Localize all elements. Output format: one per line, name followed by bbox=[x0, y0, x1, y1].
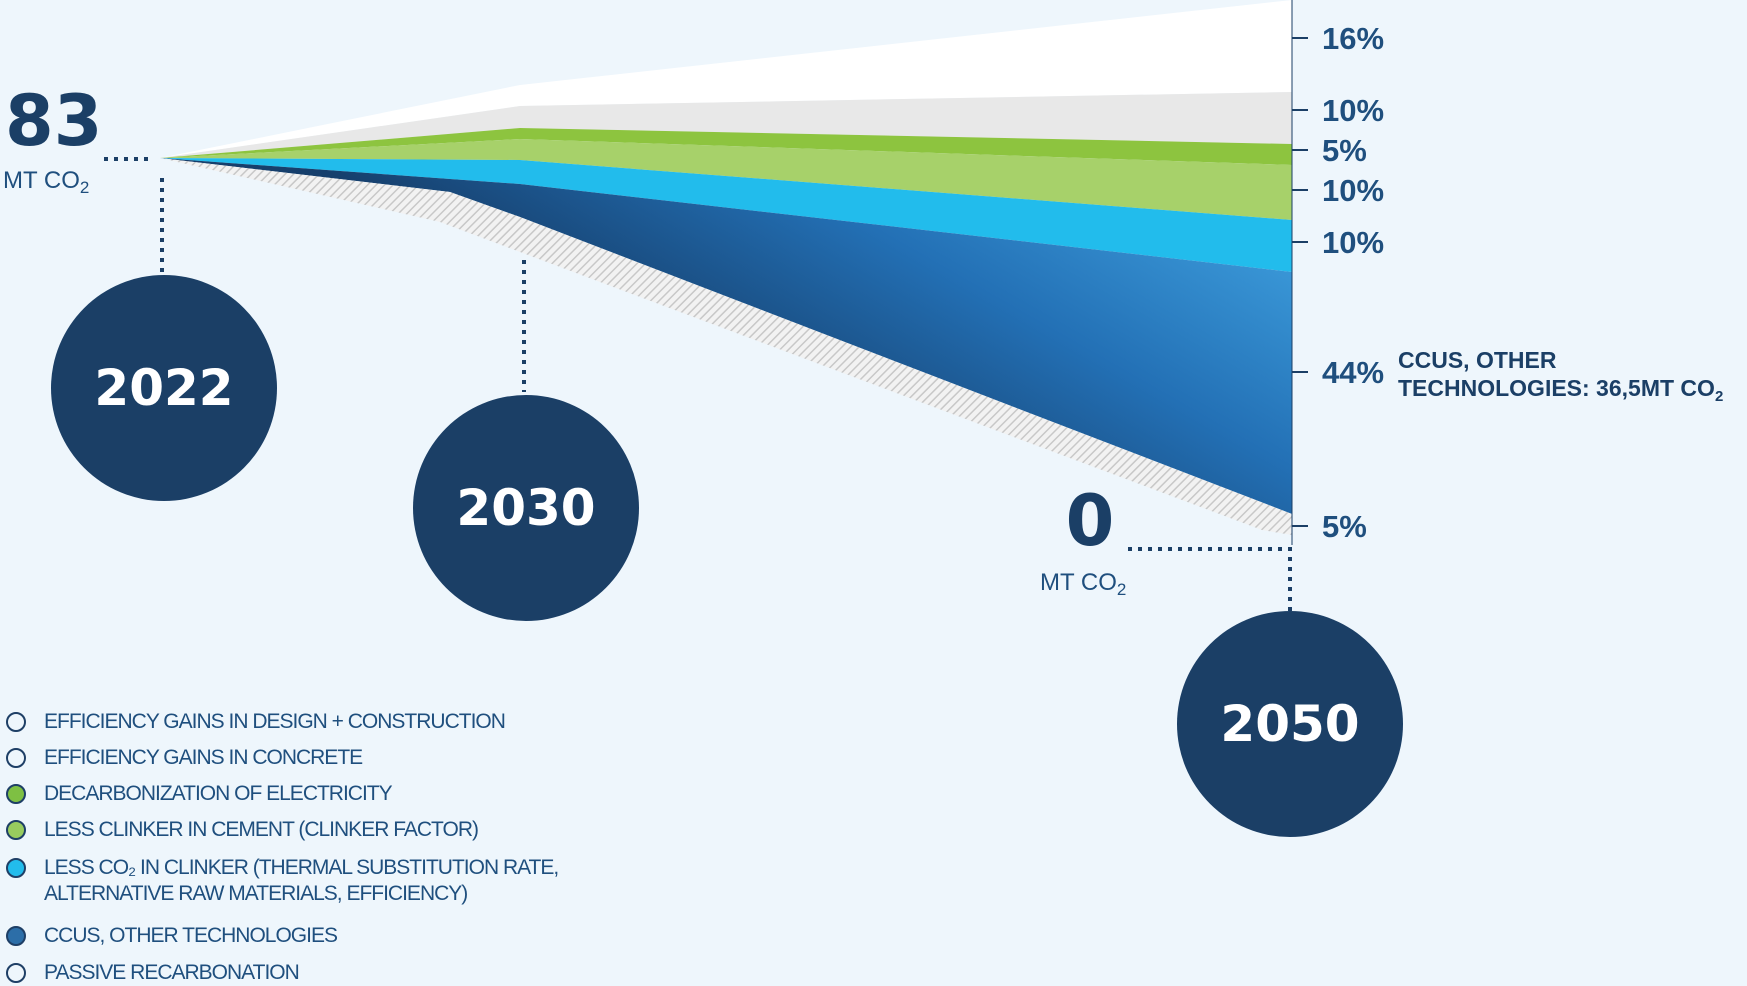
end-unit-sub: 2 bbox=[1117, 580, 1126, 599]
year-marker-2030: 2030 bbox=[413, 395, 639, 621]
year-marker-2050: 2050 bbox=[1177, 611, 1403, 837]
year-label-2050: 2050 bbox=[1220, 695, 1359, 753]
year-label-2022: 2022 bbox=[94, 359, 233, 417]
ccus-annotation: CCUS, OTHER TECHNOLOGIES: 36,5MT CO2 bbox=[1398, 347, 1723, 405]
legend-item: LESS CO₂ IN CLINKER (THERMAL SUBSTITUTIO… bbox=[6, 855, 559, 907]
share-label: 16% bbox=[1322, 21, 1384, 56]
start-unit: MT CO2 bbox=[3, 167, 89, 197]
legend-item: EFFICIENCY GAINS IN CONCRETE bbox=[6, 745, 363, 771]
band-efficiency-concrete bbox=[160, 92, 1292, 158]
end-unit-prefix: MT CO bbox=[1040, 569, 1117, 596]
legend-item: LESS CLINKER IN CEMENT (CLINKER FACTOR) bbox=[6, 817, 479, 843]
share-label: 5% bbox=[1322, 133, 1367, 168]
band-passive-recarbonation bbox=[160, 158, 1292, 535]
share-label: 44% bbox=[1322, 355, 1384, 390]
end-value: 0 bbox=[1066, 480, 1115, 562]
ccus-annotation-line2: TECHNOLOGIES: 36,5MT CO bbox=[1398, 375, 1715, 401]
share-label: 10% bbox=[1322, 173, 1384, 208]
band-less-co2-clinker bbox=[160, 158, 1292, 272]
legend-label: EFFICIENCY GAINS IN CONCRETE bbox=[44, 746, 363, 769]
ccus-annotation-sub: 2 bbox=[1715, 388, 1723, 405]
share-label: 5% bbox=[1322, 509, 1367, 544]
legend-swatch bbox=[6, 820, 26, 840]
legend-label: LESS CLINKER IN CEMENT (CLINKER FACTOR) bbox=[44, 818, 479, 841]
legend-label: DECARBONIZATION OF ELECTRICITY bbox=[44, 782, 393, 805]
connector-2022 bbox=[104, 157, 164, 272]
share-label: 10% bbox=[1322, 93, 1384, 128]
share-label: 10% bbox=[1322, 225, 1384, 260]
legend-swatch bbox=[6, 963, 26, 983]
legend-item: EFFICIENCY GAINS IN DESIGN + CONSTRUCTIO… bbox=[6, 709, 506, 735]
legend-item: PASSIVE RECARBONATION bbox=[6, 960, 300, 986]
legend-swatch bbox=[6, 748, 26, 768]
connector-2050 bbox=[1128, 547, 1292, 612]
legend-label: LESS CO₂ IN CLINKER (THERMAL SUBSTITUTIO… bbox=[44, 856, 559, 905]
band-efficiency-design bbox=[160, 0, 1292, 158]
legend-label: EFFICIENCY GAINS IN DESIGN + CONSTRUCTIO… bbox=[44, 710, 506, 733]
legend-swatch bbox=[6, 858, 26, 878]
start-unit-sub: 2 bbox=[80, 178, 89, 197]
band-less-clinker bbox=[160, 139, 1292, 220]
year-marker-2022: 2022 bbox=[51, 275, 277, 501]
legend-label: CCUS, OTHER TECHNOLOGIES bbox=[44, 924, 338, 947]
year-label-2030: 2030 bbox=[456, 479, 595, 537]
end-unit: MT CO2 bbox=[1040, 569, 1126, 599]
legend-swatch bbox=[6, 712, 26, 732]
band-ccus bbox=[160, 158, 1292, 514]
legend-swatch bbox=[6, 784, 26, 804]
legend-swatch bbox=[6, 926, 26, 946]
band-decarbonization-electricity bbox=[160, 128, 1292, 165]
start-value: 83 bbox=[5, 80, 102, 162]
legend-label: PASSIVE RECARBONATION bbox=[44, 961, 300, 984]
legend-item: CCUS, OTHER TECHNOLOGIES bbox=[6, 923, 338, 949]
start-unit-prefix: MT CO bbox=[3, 167, 80, 194]
ccus-annotation-line1: CCUS, OTHER bbox=[1398, 347, 1557, 373]
legend-item: DECARBONIZATION OF ELECTRICITY bbox=[6, 781, 393, 807]
